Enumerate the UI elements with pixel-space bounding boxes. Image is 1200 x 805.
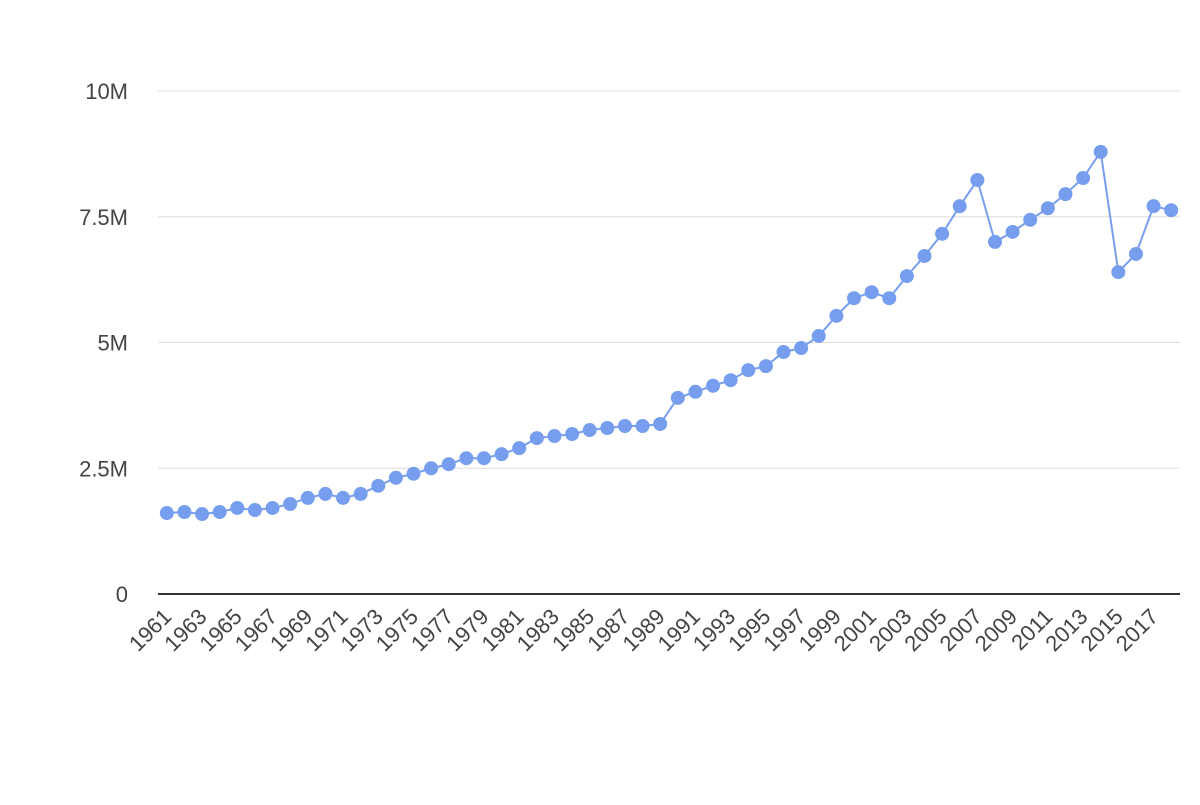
point [318, 486, 333, 501]
point [353, 486, 368, 501]
point [758, 359, 773, 374]
point [970, 173, 985, 188]
x-tick-label: 2017 [1111, 604, 1163, 656]
point [1146, 199, 1161, 214]
point [741, 363, 756, 378]
point [1023, 212, 1038, 227]
point [952, 199, 967, 214]
point [476, 451, 491, 466]
point [230, 500, 245, 515]
point [794, 341, 809, 356]
point [512, 441, 527, 456]
point [847, 291, 862, 306]
point [1005, 224, 1020, 239]
point [494, 447, 509, 462]
point [336, 490, 351, 505]
point [600, 421, 615, 436]
point [247, 502, 262, 517]
point [935, 226, 950, 241]
point [1076, 171, 1091, 186]
point [547, 429, 562, 444]
point [987, 234, 1002, 249]
y-tick-label: 5M [97, 331, 128, 356]
point [441, 457, 456, 472]
point [706, 378, 721, 393]
y-tick-label: 10M [85, 79, 128, 104]
point [388, 470, 403, 485]
point [670, 390, 685, 405]
point [424, 461, 439, 476]
y-tick-label: 2.5M [79, 456, 128, 481]
point [177, 505, 192, 520]
point [1128, 246, 1143, 261]
point [617, 418, 632, 433]
point [864, 285, 879, 300]
point [811, 328, 826, 343]
point [459, 451, 474, 466]
point [688, 384, 703, 399]
point [371, 478, 386, 493]
point [1093, 144, 1108, 159]
point [1111, 265, 1126, 280]
point [1164, 203, 1179, 218]
point [723, 373, 738, 388]
point [565, 427, 580, 442]
point [1058, 187, 1073, 202]
y-tick-label: 7.5M [79, 205, 128, 230]
point [265, 500, 280, 515]
line [166, 149, 1172, 516]
point [635, 418, 650, 433]
point [1040, 201, 1055, 216]
point [582, 423, 597, 438]
point [829, 308, 844, 323]
point [653, 416, 668, 431]
point [159, 506, 174, 521]
point [283, 496, 298, 511]
y-tick-label: 0 [116, 582, 128, 607]
point [406, 466, 421, 481]
point [212, 505, 227, 520]
point [195, 507, 210, 522]
point [899, 269, 914, 284]
point [882, 291, 897, 306]
point [300, 490, 315, 505]
point [917, 248, 932, 263]
point [529, 431, 544, 446]
point [776, 345, 791, 360]
